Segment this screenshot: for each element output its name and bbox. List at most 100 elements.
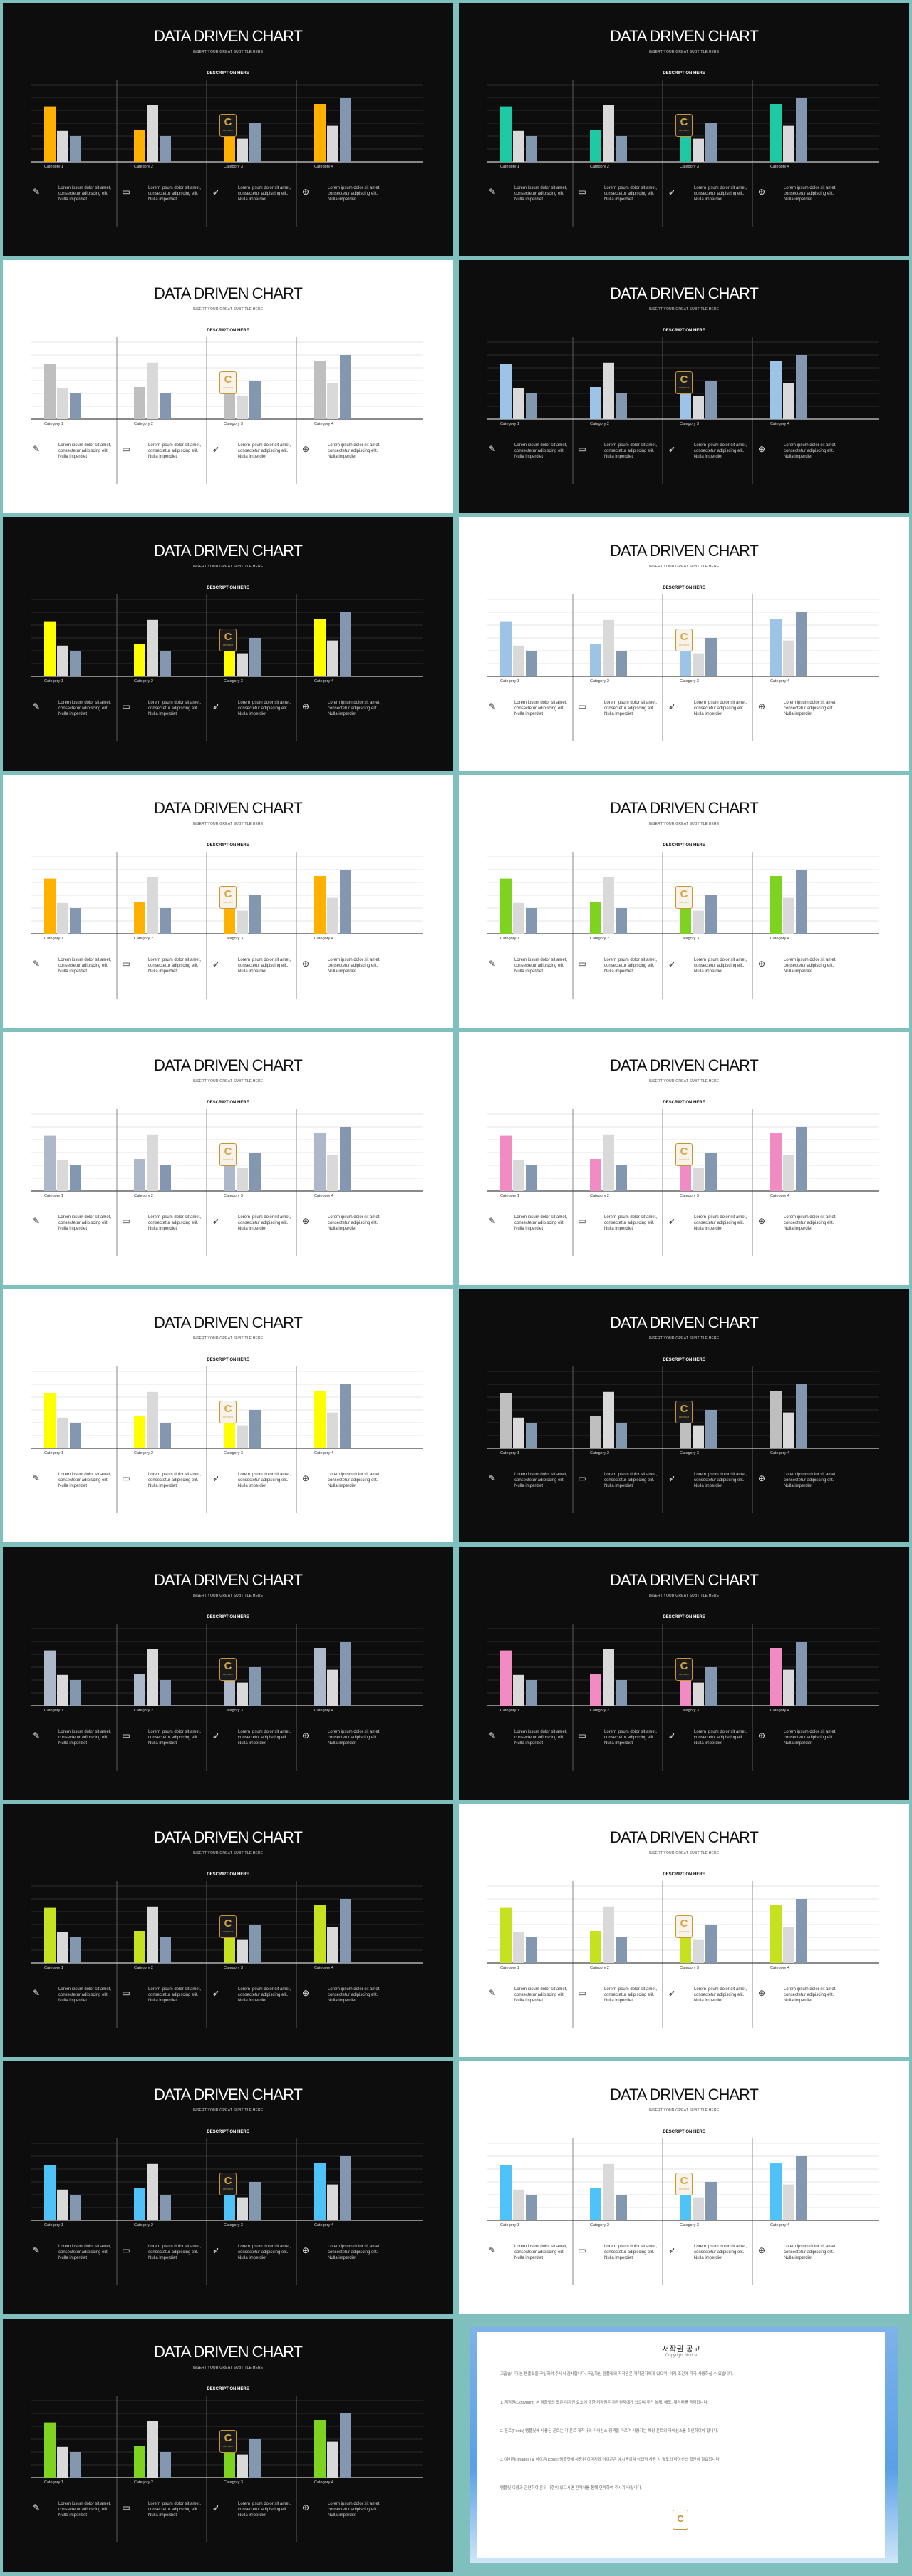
feature-text: Lorem ipsum dolor sit amet, consectetur … xyxy=(238,958,291,974)
pencil-icon: ✎ xyxy=(32,2245,41,2255)
bar xyxy=(327,2441,338,2478)
monitor-icon: ▭ xyxy=(122,1731,130,1741)
badge-word: CONTENT xyxy=(678,644,690,646)
chart-description: DESCRIPTION HERE xyxy=(207,586,249,590)
feature-item: ➶ Lorem ipsum dolor sit amet, consectetur… xyxy=(667,1729,760,1765)
feature-text: Lorem ipsum dolor sit amet, consectetur … xyxy=(58,186,112,202)
monitor-icon: ▭ xyxy=(122,1988,130,1998)
bar xyxy=(513,2189,524,2220)
content-badge-icon: C CONTENT xyxy=(675,1143,693,1166)
x-tick-label: Category 3 xyxy=(224,422,243,426)
bar xyxy=(783,2184,794,2220)
slide-title: DATA DRIVEN CHART xyxy=(610,1314,759,1331)
feature-text: Lorem ipsum dolor sit amet, consectetur … xyxy=(58,701,112,716)
x-tick-label: Category 3 xyxy=(680,679,699,684)
feature-item: ▭ Lorem ipsum dolor sit amet, consectetur… xyxy=(121,1472,214,1508)
feature-item: ➶ Lorem ipsum dolor sit amet, consectetur… xyxy=(667,2244,760,2279)
bar xyxy=(44,1907,56,1963)
feature-item: ✎ Lorem ipsum dolor sit amet, consectetur… xyxy=(31,2244,124,2279)
chart-description: DESCRIPTION HERE xyxy=(663,843,705,847)
badge-word: CONTENT xyxy=(678,1930,690,1933)
badge-word: CONTENT xyxy=(222,644,234,646)
slide-title: DATA DRIVEN CHART xyxy=(610,1571,759,1589)
feature-text: Lorem ipsum dolor sit amet, consectetur … xyxy=(604,1215,658,1231)
bar xyxy=(314,1391,326,1448)
bar xyxy=(134,1159,145,1191)
chart-description: DESCRIPTION HERE xyxy=(663,586,705,590)
feature-item: ▭ Lorem ipsum dolor sit amet, consectetur… xyxy=(121,1729,214,1765)
rocket-icon: ➶ xyxy=(212,187,220,197)
bar xyxy=(327,383,338,419)
notice-paragraph: 고맙습니다 본 템플릿을 구입하여 주셔서 감사합니다. 구입하신 템플릿의 저… xyxy=(500,2372,734,2376)
feature-text: Lorem ipsum dolor sit amet, consectetur … xyxy=(604,1730,658,1746)
bar-chart: Category 1 Category 2 Category 3 Category 4 xyxy=(487,1366,879,1513)
feature-item: ▭ Lorem ipsum dolor sit amet, consectetur… xyxy=(577,957,670,993)
feature-text: Lorem ipsum dolor sit amet, consectetur … xyxy=(328,443,381,459)
monitor-icon: ▭ xyxy=(122,1473,130,1483)
content-badge-icon: C CONTENT xyxy=(675,1658,693,1681)
pencil-icon: ✎ xyxy=(32,1731,41,1741)
bar xyxy=(500,621,512,676)
pencil-icon: ✎ xyxy=(32,187,41,197)
slide-title: DATA DRIVEN CHART xyxy=(154,284,303,302)
pencil-icon: ✎ xyxy=(488,2245,497,2255)
bar xyxy=(526,136,537,162)
notice-paragraph: 2. 폰트(Fonts) 템플릿에 사용된 폰트는 각 폰트 제작사의 라이선스… xyxy=(500,2429,719,2433)
bar xyxy=(57,1932,68,1963)
x-tick-label: Category 2 xyxy=(134,1194,153,1198)
bar xyxy=(770,1391,782,1448)
x-tick-label: Category 4 xyxy=(770,2223,789,2227)
chart-slide: DATA DRIVEN CHART INSERT YOUR GREAT SUBTI… xyxy=(459,1032,909,1285)
pencil-icon: ✎ xyxy=(488,701,497,711)
chart-description: DESCRIPTION HERE xyxy=(663,1358,705,1362)
bar-chart: Category 1 Category 2 Category 3 Category 4 xyxy=(487,2138,879,2285)
pencil-icon: ✎ xyxy=(488,959,497,969)
pencil-icon: ✎ xyxy=(488,444,497,454)
bar xyxy=(340,2413,351,2478)
slide-subtitle: INSERT YOUR GREAT SUBTITLE HERE xyxy=(648,565,720,569)
feature-text: Lorem ipsum dolor sit amet, consectetur … xyxy=(784,1215,837,1231)
badge-word: CONTENT xyxy=(222,1673,234,1676)
bar xyxy=(796,1384,807,1448)
chart-description: DESCRIPTION HERE xyxy=(207,329,249,333)
feature-item: ✎ Lorem ipsum dolor sit amet, consectetur… xyxy=(31,1987,124,2022)
bar xyxy=(693,1168,704,1191)
badge-word: CONTENT xyxy=(222,1416,234,1418)
feature-text: Lorem ipsum dolor sit amet, consectetur … xyxy=(514,1730,568,1746)
x-tick-label: Category 2 xyxy=(134,679,153,684)
feature-text: Lorem ipsum dolor sit amet, consectetur … xyxy=(514,701,568,716)
rocket-icon: ➶ xyxy=(668,1216,676,1226)
feature-item: ✎ Lorem ipsum dolor sit amet, consectetur… xyxy=(31,443,124,478)
x-tick-label: Category 1 xyxy=(44,165,63,169)
bar xyxy=(693,396,704,419)
feature-text: Lorem ipsum dolor sit amet, consectetur … xyxy=(328,2245,381,2260)
bar xyxy=(314,1133,326,1191)
bar xyxy=(70,1937,81,1963)
x-tick-label: Category 3 xyxy=(224,1709,243,1713)
bar xyxy=(327,1669,338,1706)
badge-glyph: C xyxy=(680,631,688,643)
feature-text: Lorem ipsum dolor sit amet, consectetur … xyxy=(514,1987,568,2003)
x-tick-label: Category 1 xyxy=(500,422,519,426)
feature-text: Lorem ipsum dolor sit amet, consectetur … xyxy=(148,2502,202,2518)
content-badge-icon: C CONTENT xyxy=(219,2430,237,2453)
slide-title: DATA DRIVEN CHART xyxy=(154,1828,303,1846)
feature-item: ⊕ Lorem ipsum dolor sit amet, consectetur… xyxy=(301,1472,393,1508)
bar xyxy=(57,2446,68,2478)
bar xyxy=(705,1925,717,1963)
globe-icon: ⊕ xyxy=(757,1216,766,1226)
bar xyxy=(783,897,794,934)
feature-text: Lorem ipsum dolor sit amet, consectetur … xyxy=(328,186,381,202)
bar xyxy=(147,619,158,676)
slide-title: DATA DRIVEN CHART xyxy=(154,1571,303,1589)
bar xyxy=(44,1393,56,1448)
bar xyxy=(147,877,158,934)
x-tick-label: Category 2 xyxy=(590,1451,609,1456)
slide-title: DATA DRIVEN CHART xyxy=(154,1056,303,1074)
bar xyxy=(147,2163,158,2220)
bar xyxy=(783,383,794,419)
x-tick-label: Category 2 xyxy=(134,2480,153,2485)
x-tick-label: Category 4 xyxy=(314,422,333,426)
x-tick-label: Category 1 xyxy=(44,937,63,941)
